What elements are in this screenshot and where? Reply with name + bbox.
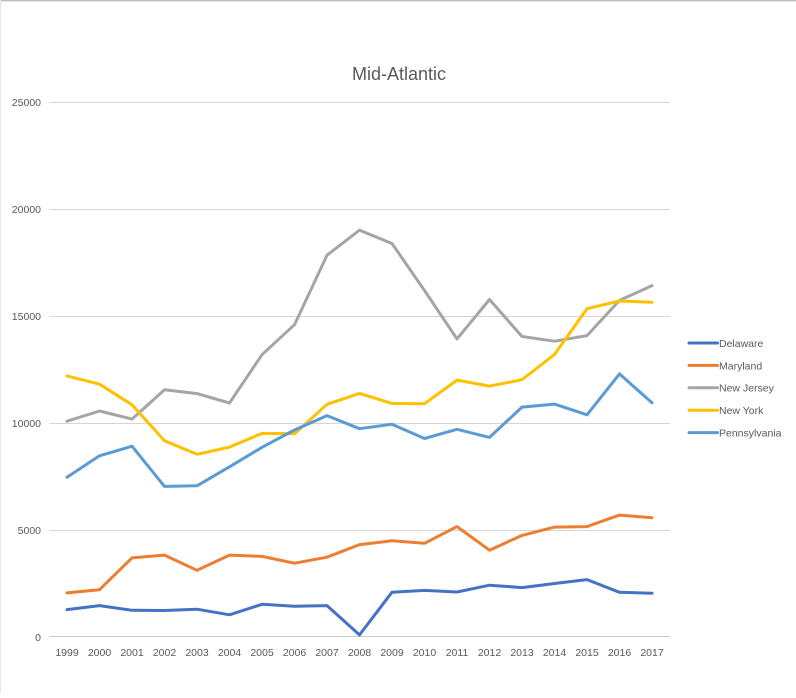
svg-text:2008: 2008 <box>348 647 372 659</box>
svg-text:2001: 2001 <box>120 647 144 659</box>
svg-text:2016: 2016 <box>608 647 632 659</box>
svg-text:2003: 2003 <box>185 647 209 659</box>
svg-text:1999: 1999 <box>55 647 79 659</box>
svg-text:Delaware: Delaware <box>719 338 764 350</box>
svg-text:2004: 2004 <box>218 647 242 659</box>
svg-text:2002: 2002 <box>153 647 177 659</box>
svg-text:2013: 2013 <box>510 647 534 659</box>
svg-text:2005: 2005 <box>250 647 274 659</box>
svg-text:2007: 2007 <box>315 647 339 659</box>
svg-text:2012: 2012 <box>478 647 502 659</box>
svg-text:2017: 2017 <box>640 647 664 659</box>
svg-text:15000: 15000 <box>12 311 41 323</box>
svg-text:2015: 2015 <box>575 647 599 659</box>
svg-text:New Jersey: New Jersey <box>719 383 775 395</box>
svg-text:5000: 5000 <box>18 525 42 537</box>
svg-text:0: 0 <box>35 632 41 644</box>
svg-text:2006: 2006 <box>283 647 307 659</box>
svg-text:2010: 2010 <box>413 647 437 659</box>
svg-text:20000: 20000 <box>12 204 41 216</box>
svg-text:Mid-Atlantic: Mid-Atlantic <box>352 64 446 84</box>
svg-text:10000: 10000 <box>12 418 41 430</box>
svg-text:2014: 2014 <box>543 647 567 659</box>
svg-text:New York: New York <box>719 405 764 417</box>
svg-text:Maryland: Maryland <box>719 360 762 372</box>
svg-text:2009: 2009 <box>380 647 404 659</box>
svg-text:Pennsylvania: Pennsylvania <box>719 428 782 440</box>
svg-text:2000: 2000 <box>88 647 112 659</box>
svg-text:25000: 25000 <box>12 97 41 109</box>
svg-text:2011: 2011 <box>446 647 469 659</box>
